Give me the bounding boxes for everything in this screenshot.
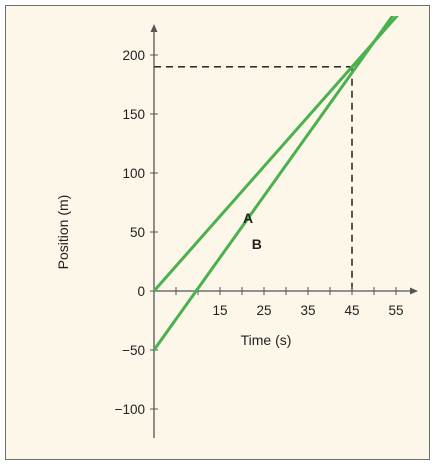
series-line-a [154,6,418,291]
y-axis-arrow [151,24,158,32]
y-tick-label: 150 [122,107,145,122]
y-tick-label: 50 [130,225,145,240]
series-label-a: A [243,210,253,226]
x-tick-label: 55 [388,303,403,318]
y-tick-label: −50 [122,343,145,358]
y-axis-title: Position (m) [55,195,71,270]
x-axis-title: Time (s) [241,332,292,348]
axes [151,24,419,438]
ticks: 15 25 35 45 55 −100 −50 0 50 100 150 200 [115,48,404,417]
series-lines [154,6,418,350]
x-tick-label: 35 [300,303,315,318]
series-line-b [154,6,418,350]
y-tick-label: 200 [122,48,145,63]
x-tick-label: 15 [212,303,227,318]
chart-panel: 15 25 35 45 55 −100 −50 0 50 100 150 200 A B Time (s)… [5,5,430,460]
y-tick-label: 0 [137,284,145,299]
x-tick-label: 45 [344,303,359,318]
x-axis-arrow [410,288,418,295]
series-label-b: B [252,236,262,252]
position-time-graph: 15 25 35 45 55 −100 −50 0 50 100 150 200 AB Time (s)… [6,6,431,461]
y-tick-label: −100 [115,402,145,417]
y-tick-label: 100 [122,166,145,181]
x-tick-label: 25 [256,303,271,318]
